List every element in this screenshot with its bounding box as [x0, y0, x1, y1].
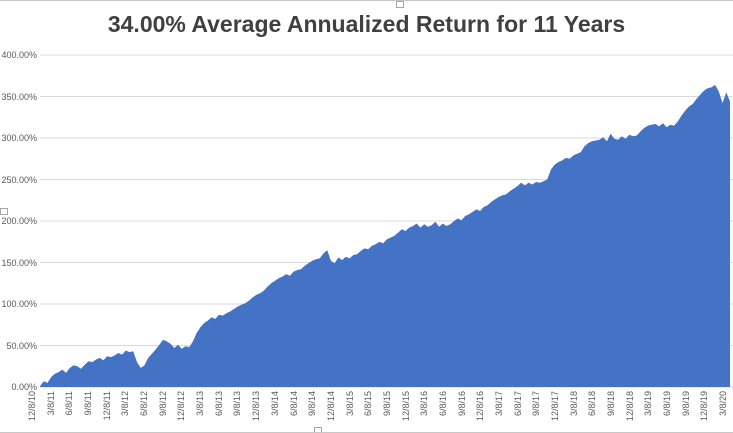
y-axis-tick-label: 300.00%: [1, 133, 37, 143]
x-axis-tick-label: 9/8/17: [531, 391, 542, 417]
x-axis-tick-label: 9/8/13: [232, 391, 243, 417]
y-axis-tick-label: 400.00%: [1, 50, 37, 60]
x-axis-tick-label: 6/8/17: [512, 391, 523, 417]
x-axis-tick-label: 12/8/19: [699, 391, 710, 422]
x-axis-tick-label: 6/8/13: [213, 391, 224, 417]
y-axis-tick-label: 100.00%: [1, 299, 37, 309]
x-axis-tick-label: 9/8/19: [680, 391, 691, 417]
return-area-series[interactable]: [40, 84, 730, 388]
x-axis-tick-label: 12/8/13: [251, 391, 262, 422]
x-axis-tick-label: 6/8/12: [139, 391, 150, 417]
chart-title[interactable]: 34.00% Average Annualized Return for 11 …: [107, 11, 626, 37]
y-axis-tick-label: 250.00%: [1, 174, 37, 185]
x-axis-tick-label: 12/8/10: [27, 391, 37, 422]
y-axis-tick-label: 200.00%: [1, 216, 37, 226]
selection-handle-top[interactable]: [396, 1, 404, 8]
x-axis-tick-label: 12/8/17: [549, 391, 560, 422]
x-axis-tick-label: 3/8/18: [568, 391, 579, 417]
x-axis-tick-label: 9/8/11: [83, 391, 93, 416]
x-axis-tick-label: 9/8/12: [157, 391, 168, 417]
x-axis-tick-label: 9/8/15: [381, 391, 392, 417]
x-axis-tick-label: 12/8/12: [176, 391, 187, 422]
x-axis-tick-label: 12/8/15: [400, 391, 411, 422]
x-axis-tick-label: 9/8/14: [307, 391, 318, 417]
y-axis-tick-label: 50.00%: [6, 340, 37, 351]
x-axis-tick-label: 3/8/17: [493, 391, 504, 417]
x-axis-tick-label: 3/8/11: [45, 391, 56, 416]
x-axis-tick-label: 12/8/16: [475, 391, 486, 422]
x-axis-tick-label: 3/8/15: [344, 391, 355, 417]
y-axis-tick-label: 150.00%: [1, 257, 37, 268]
selection-handle-bottom[interactable]: [314, 427, 322, 432]
x-axis-tick-label: 12/8/11: [101, 391, 112, 421]
x-axis-tick-label: 3/8/19: [643, 391, 654, 417]
x-axis-tick-label: 6/8/18: [587, 391, 598, 417]
x-axis-tick-label: 6/8/16: [437, 391, 448, 417]
y-axis-tick-label: 350.00%: [1, 91, 37, 102]
x-axis-tick-label: 9/8/16: [456, 391, 467, 417]
x-axis-tick-label: 12/8/18: [624, 391, 635, 422]
x-axis-tick-label: 3/8/20: [718, 391, 728, 417]
x-axis-tick-label: 6/8/14: [288, 391, 299, 417]
selection-handle-left[interactable]: [0, 208, 8, 215]
x-axis-tick-label: 6/8/11: [64, 391, 75, 416]
x-axis-tick-label: 6/8/19: [662, 391, 672, 417]
x-axis-tick-label: 3/8/12: [120, 391, 131, 417]
x-axis-tick-label: 6/8/15: [363, 391, 374, 417]
x-axis-tick-label: 12/8/14: [325, 391, 336, 422]
x-axis-tick-label: 3/8/13: [195, 391, 206, 417]
y-axis-tick-label: 0.00%: [11, 382, 37, 392]
x-axis-tick-label: 3/8/14: [269, 391, 280, 417]
x-axis-tick-label: 9/8/18: [605, 391, 616, 417]
x-axis-tick-label: 3/8/16: [419, 391, 430, 417]
